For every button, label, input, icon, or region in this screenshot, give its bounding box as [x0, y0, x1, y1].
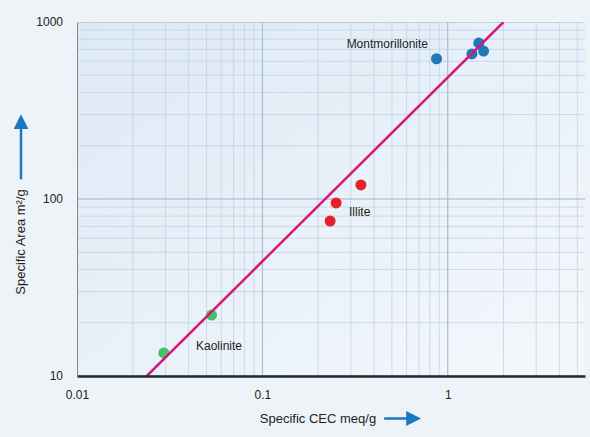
y-axis-arrow — [20, 117, 23, 179]
marks — [147, 22, 504, 376]
series-label: Montmorillonite — [347, 37, 429, 51]
x-tick: 1 — [445, 376, 452, 402]
x-tick: 0.1 — [255, 376, 272, 402]
y-tick-label: 10 — [50, 369, 64, 383]
x-axis-line — [78, 375, 586, 378]
y-axis-title: Specific Area m²/g — [13, 189, 28, 295]
x-tick-label: 1 — [445, 388, 452, 402]
minor-grid-line — [77, 49, 585, 50]
background — [0, 0, 590, 437]
minor-grid-line — [77, 92, 585, 93]
grid — [77, 22, 585, 376]
y-axis-line — [77, 23, 78, 377]
x-tick-label: 0.01 — [66, 388, 90, 402]
x-axis-title: Specific CEC meq/g — [260, 411, 376, 426]
y-tick: 1000 — [36, 15, 77, 29]
grid-line — [77, 22, 585, 23]
minor-grid-line — [77, 269, 585, 270]
trend-line — [147, 22, 504, 376]
series-label: Illite — [349, 205, 371, 219]
x-axis: 0.01 0.1 1 — [66, 376, 586, 402]
y-tick: 10 — [50, 369, 77, 383]
minor-grid-line — [77, 252, 585, 253]
minor-grid-line — [77, 39, 585, 40]
y-axis: 10 100 1000 — [36, 15, 77, 383]
y-tick-label: 100 — [43, 192, 63, 206]
minor-grid-line — [77, 75, 585, 76]
minor-grid-line — [77, 61, 585, 62]
chart: 0.01 0.1 1 10 100 1000 Montmorillonite Illite Ka… — [0, 0, 590, 437]
minor-grid-line — [77, 322, 585, 323]
minor-grid-line — [77, 291, 585, 292]
point — [325, 216, 336, 227]
x-axis-arrow — [384, 417, 418, 420]
y-tick: 100 — [43, 192, 77, 206]
grid-line — [77, 199, 585, 200]
x-tick: 0.01 — [66, 376, 90, 402]
x-tick-label: 0.1 — [255, 388, 272, 402]
grid-line — [77, 22, 78, 376]
minor-grid-line — [77, 145, 585, 146]
minor-grid-line — [77, 114, 585, 115]
minor-grid-line — [77, 238, 585, 239]
plot-area — [77, 22, 585, 376]
minor-grid-line — [77, 207, 585, 208]
series-label: Kaolinite — [196, 339, 242, 353]
minor-grid-line — [77, 30, 585, 31]
point — [431, 53, 442, 64]
grid-line — [77, 376, 585, 377]
point — [331, 197, 342, 208]
point — [355, 179, 366, 190]
y-tick-label: 1000 — [36, 15, 63, 29]
